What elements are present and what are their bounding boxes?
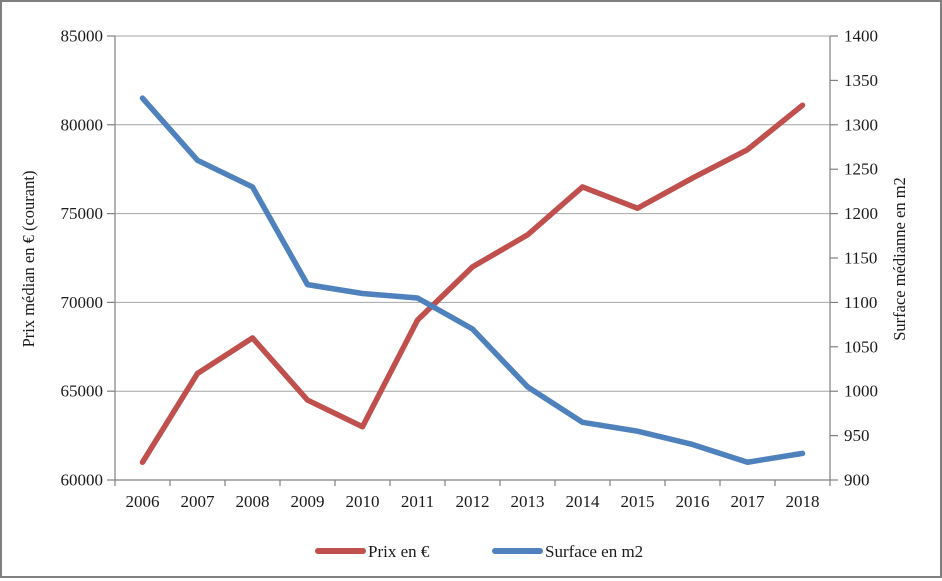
series-lines bbox=[139, 95, 806, 465]
x-axis-tick-label: 2008 bbox=[236, 492, 270, 511]
legend-label-surface: Surface en m2 bbox=[545, 542, 643, 561]
right-axis-tick-label: 1300 bbox=[844, 115, 878, 134]
right-axis-tick-label: 1100 bbox=[844, 293, 877, 312]
right-axis-tick-label: 1250 bbox=[844, 160, 878, 179]
right-axis-tick-label: 1050 bbox=[844, 337, 878, 356]
right-axis-tick-label: 1350 bbox=[844, 71, 878, 90]
x-axis-tick-label: 2017 bbox=[731, 492, 766, 511]
x-axis-tick-label: 2010 bbox=[346, 492, 380, 511]
x-axis-tick-label: 2007 bbox=[181, 492, 216, 511]
left-axis-title: Prix médian en € (courant) bbox=[19, 171, 38, 348]
x-axis-tick-label: 2018 bbox=[786, 492, 820, 511]
left-axis-tick-label: 65000 bbox=[61, 382, 104, 401]
x-axis-tick-label: 2009 bbox=[291, 492, 325, 511]
right-axis-tick-label: 1000 bbox=[844, 382, 878, 401]
left-axis-tick-label: 80000 bbox=[61, 115, 104, 134]
axis-lines-and-ticks bbox=[107, 35, 838, 486]
legend-label-price: Prix en € bbox=[368, 542, 430, 561]
left-axis-tick-label: 70000 bbox=[61, 293, 104, 312]
x-axis-tick-label: 2013 bbox=[511, 492, 545, 511]
series-line-surface bbox=[139, 95, 806, 465]
x-axis-tick-label: 2006 bbox=[126, 492, 160, 511]
x-axis-tick-label: 2016 bbox=[676, 492, 710, 511]
x-axis-tick-label: 2011 bbox=[401, 492, 434, 511]
legend: Prix en € Surface en m2 bbox=[315, 542, 643, 561]
tick-labels: 85000 80000 75000 70000 65000 60000 1400 1350 13… bbox=[61, 27, 879, 512]
x-axis-tick-label: 2014 bbox=[566, 492, 601, 511]
right-axis-tick-label: 1200 bbox=[844, 204, 878, 223]
x-axis-tick-label: 2015 bbox=[621, 492, 655, 511]
series-line-prix bbox=[139, 102, 806, 465]
right-axis-tick-label: 900 bbox=[844, 471, 870, 490]
right-axis-title: Surface médianne en m2 bbox=[890, 177, 909, 341]
left-axis-tick-label: 60000 bbox=[61, 471, 104, 490]
x-axis-tick-label: 2012 bbox=[456, 492, 490, 511]
left-axis-tick-label: 75000 bbox=[61, 204, 104, 223]
right-axis-tick-label: 950 bbox=[844, 426, 870, 445]
right-axis-tick-label: 1400 bbox=[844, 27, 878, 46]
left-axis-tick-label: 85000 bbox=[61, 27, 104, 46]
right-axis-tick-label: 1150 bbox=[844, 249, 877, 268]
gridlines bbox=[115, 35, 830, 392]
